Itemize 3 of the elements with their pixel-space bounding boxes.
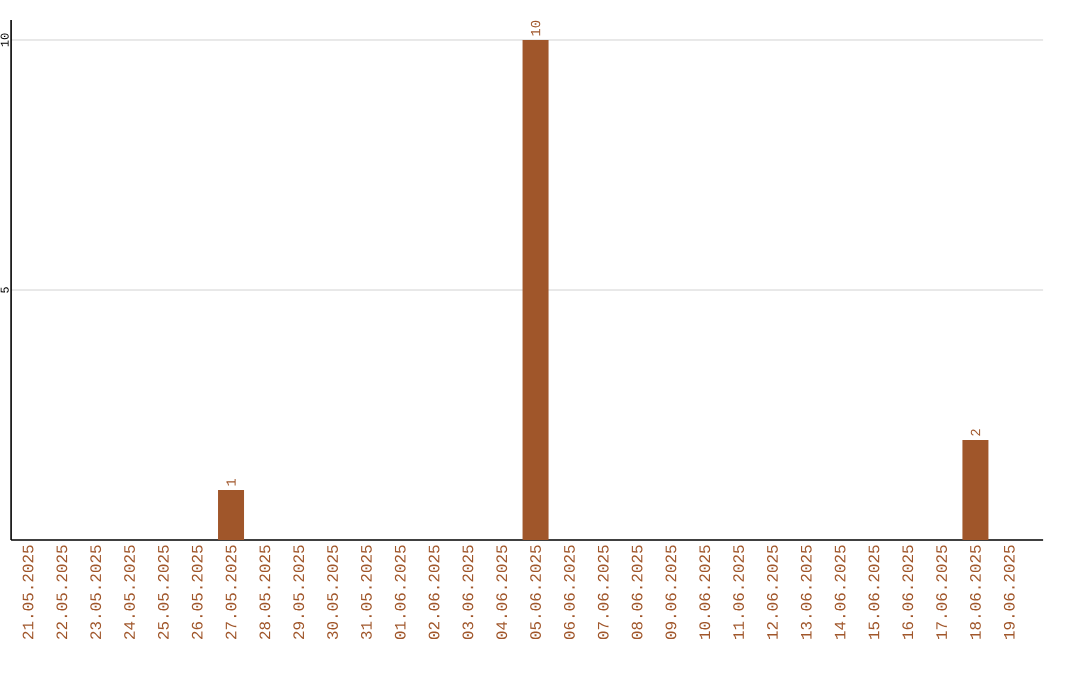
bar (522, 39, 549, 540)
bar (962, 440, 989, 540)
bar (218, 490, 245, 540)
